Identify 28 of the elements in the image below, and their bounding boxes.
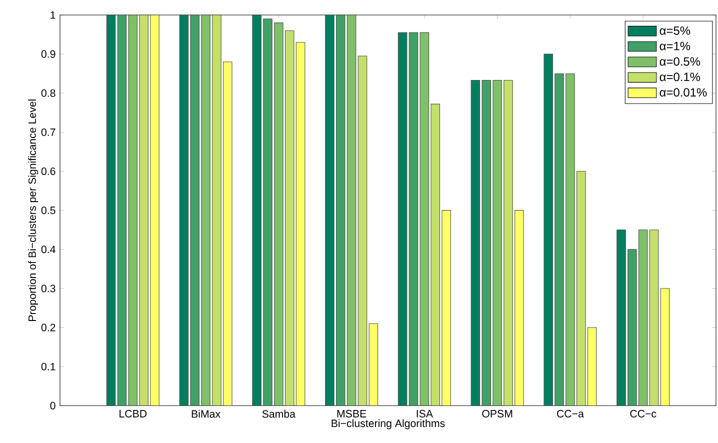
y-tick-label: 0.2 xyxy=(41,324,56,332)
y-tick-label: 0.7 xyxy=(41,128,56,136)
y-tick-label: 0.5 xyxy=(41,206,56,214)
x-tick-label: ISA xyxy=(416,410,433,418)
x-tick-label: CC−c xyxy=(630,410,656,418)
x-tick-label: BiMax xyxy=(192,410,220,418)
x-tick-label: OPSM xyxy=(482,410,512,418)
x-tick-label: MSBE xyxy=(337,410,366,418)
y-tick-label: 0 xyxy=(50,402,56,410)
legend-label: α=1% xyxy=(660,42,690,50)
legend-label: α=0.01% xyxy=(660,88,707,97)
y-tick-label: 0.9 xyxy=(41,50,56,58)
legend-label: α=0.5% xyxy=(660,57,700,66)
legend-label: α=5% xyxy=(660,26,690,35)
y-axis-title: Proportion of Bi−clusters per Significance Level xyxy=(28,100,38,321)
bar xyxy=(660,288,670,406)
bar xyxy=(106,14,116,406)
y-tick-label: 0.8 xyxy=(41,89,56,97)
x-tick-label: CC−a xyxy=(557,410,584,418)
x-tick-label: LCBD xyxy=(120,410,147,418)
x-tick-label: Samba xyxy=(262,410,296,418)
y-tick-label: 0.1 xyxy=(41,362,56,370)
y-tick-label: 1 xyxy=(50,11,56,19)
y-tick-label: 0.6 xyxy=(41,168,56,176)
x-axis-title: Bi−clustering Algorithms xyxy=(332,419,445,430)
legend-label: α=0.1% xyxy=(660,72,700,82)
y-tick-label: 0.3 xyxy=(41,284,56,292)
y-tick-label: 0.4 xyxy=(41,246,56,254)
